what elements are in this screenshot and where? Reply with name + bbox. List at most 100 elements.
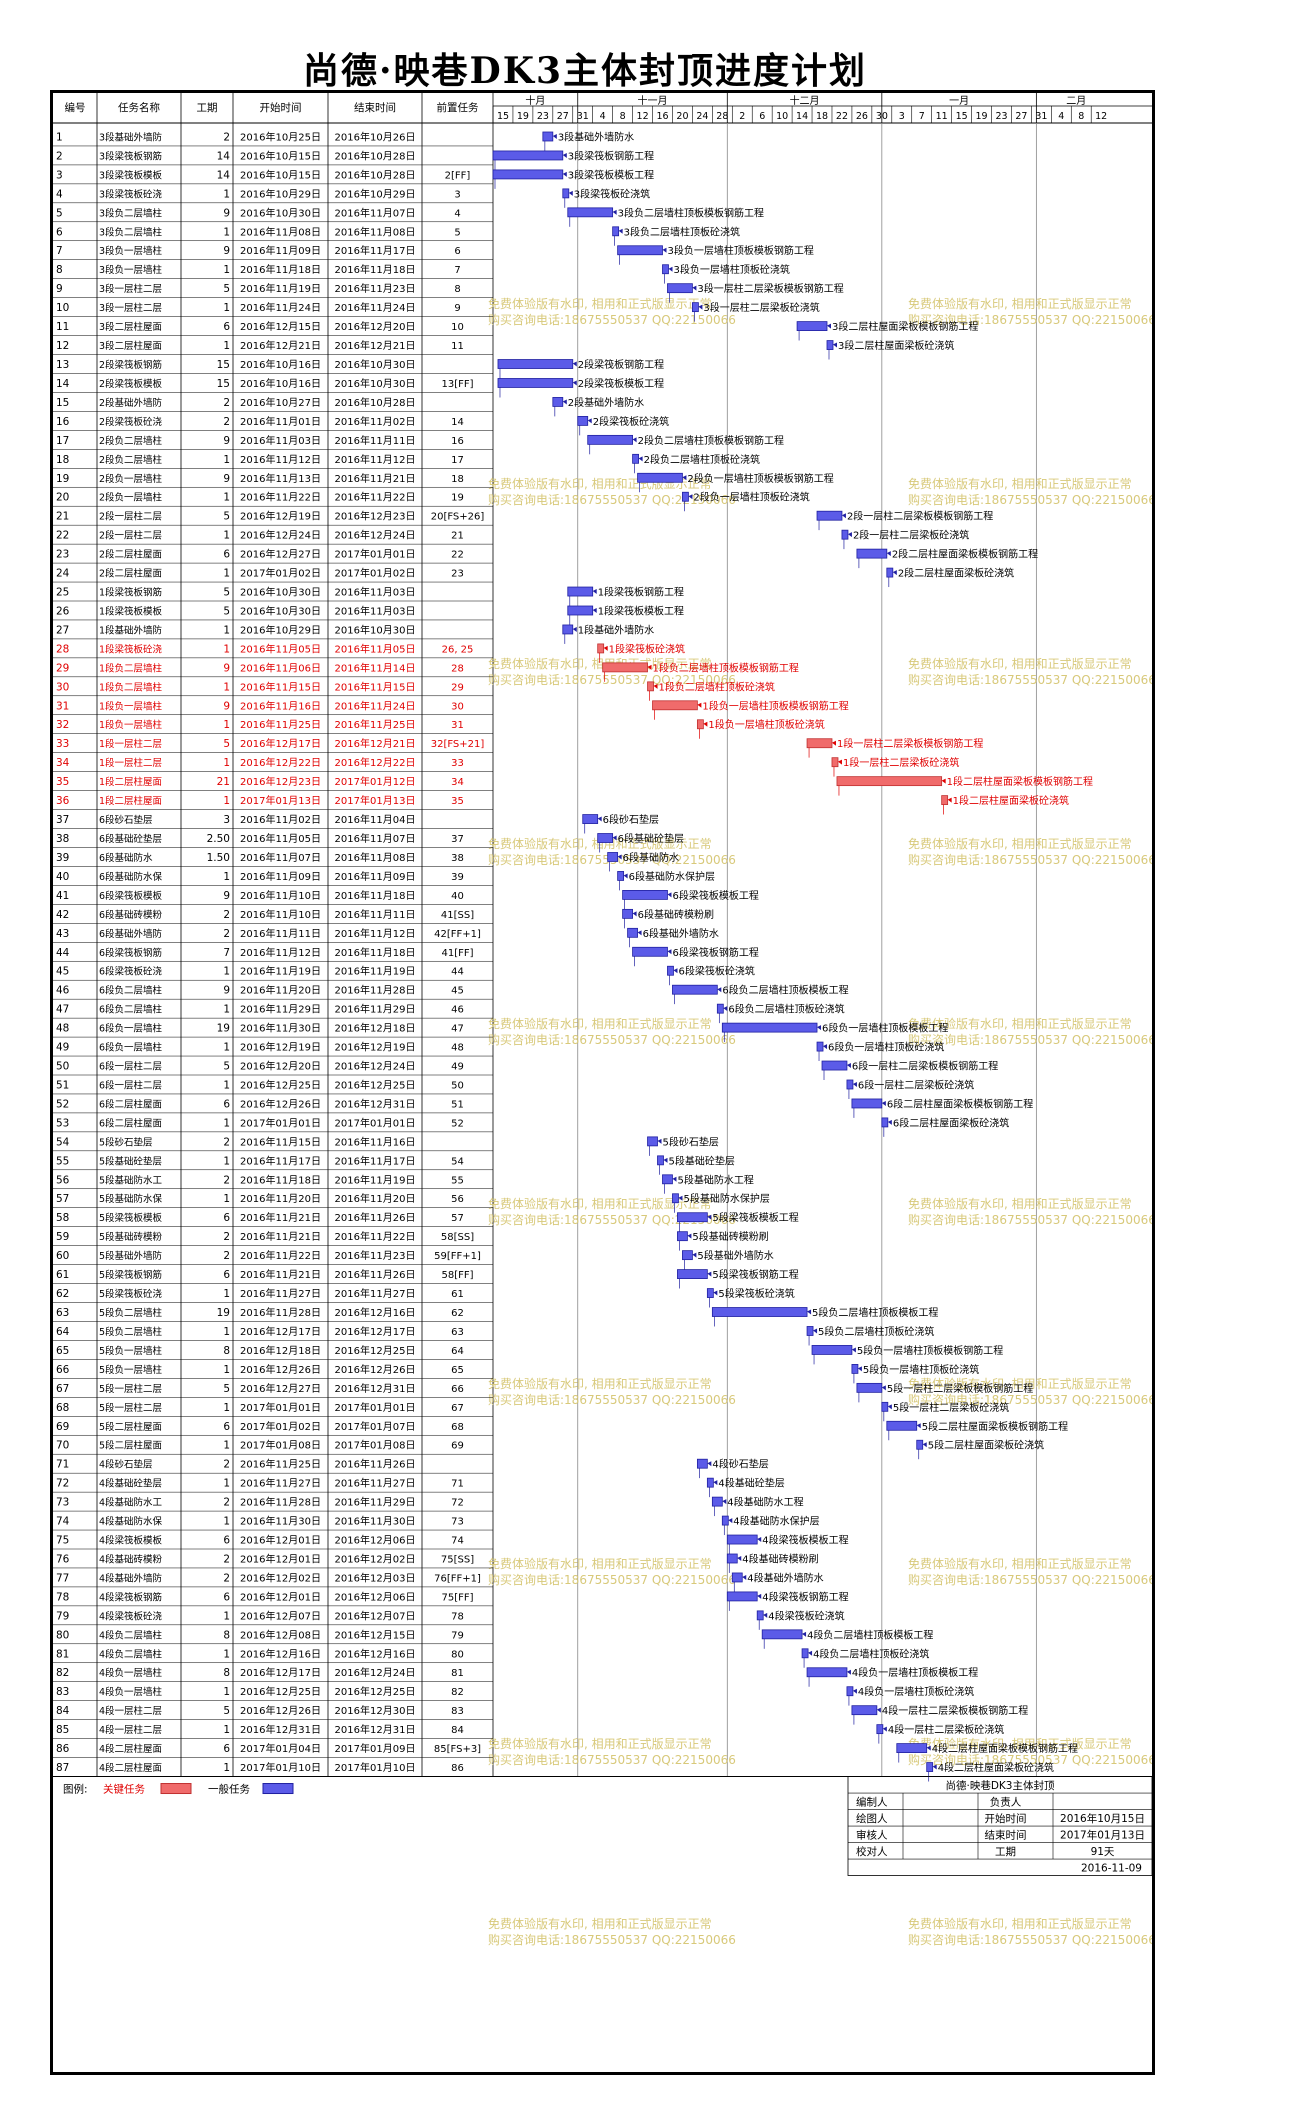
task-duration: 15 (217, 359, 230, 371)
bar-arrow (831, 740, 836, 746)
task-id: 26 (56, 605, 70, 617)
task-end: 2017年01月01日 (335, 1116, 416, 1129)
task-start: 2016年11月21日 (240, 1230, 321, 1243)
task-end: 2016年12月25日 (335, 1078, 416, 1091)
task-end: 2016年11月26日 (335, 1268, 416, 1281)
task-bar (711, 1496, 723, 1507)
task-predecessor: 19 (451, 493, 464, 504)
task-id: 17 (56, 435, 69, 447)
task-predecessor: 42[FF+1] (434, 929, 481, 940)
task-duration: 1 (223, 492, 230, 504)
bar-arrow (713, 1290, 718, 1296)
task-name: 1段基础外墙防 (99, 624, 163, 636)
task-predecessor: 51 (451, 1099, 464, 1110)
task-predecessor: 78 (451, 1611, 464, 1622)
bar-label: 5段负二层墙柱顶板砼浇筑 (818, 1325, 934, 1338)
task-duration: 1 (223, 530, 230, 542)
day-tick-label: 31 (577, 111, 589, 122)
task-end: 2016年11月19日 (335, 965, 416, 978)
task-end: 2016年11月17日 (335, 1154, 416, 1167)
task-start: 2016年11月09日 (240, 870, 321, 883)
task-start: 2016年12月26日 (240, 1097, 321, 1110)
bar-label: 2段梁筏板钢筋工程 (578, 358, 664, 371)
task-end: 2016年11月26日 (335, 1211, 416, 1224)
task-bar (627, 927, 638, 938)
task-name: 2段负一层墙柱 (99, 492, 163, 504)
task-name: 6段梁筏板模板 (99, 890, 163, 902)
task-id: 82 (56, 1667, 69, 1679)
bar-arrow (922, 1442, 927, 1448)
bar-arrow (832, 342, 837, 348)
task-duration: 1.50 (207, 852, 230, 864)
task-name: 4段负一层墙柱 (99, 1667, 163, 1679)
bar-label: 1段负二层墙柱顶板砼浇筑 (659, 680, 775, 693)
task-end: 2017年01月09日 (335, 1742, 416, 1755)
task-start: 2017年01月01日 (240, 1401, 321, 1414)
task-id: 38 (56, 833, 69, 845)
task-start: 2016年10月29日 (240, 187, 321, 200)
bar-label: 5段砂石垫层 (663, 1135, 719, 1148)
day-tick-label: 22 (836, 111, 848, 122)
task-predecessor: 76[FF+1] (434, 1573, 481, 1584)
bar-arrow (697, 702, 702, 708)
task-end: 2016年11月18日 (335, 946, 416, 959)
task-predecessor: 58[SS] (441, 1232, 474, 1243)
task-start: 2016年10月25日 (240, 130, 321, 143)
bar-label: 1段梁筏板钢筋工程 (598, 586, 684, 599)
task-duration: 2 (223, 416, 230, 428)
task-duration: 1 (223, 1762, 230, 1774)
task-id: 37 (56, 814, 69, 826)
day-tick-label: 30 (876, 111, 888, 122)
task-name: 4段梁筏板钢筋 (99, 1591, 162, 1603)
task-duration: 1 (223, 1686, 230, 1698)
task-predecessor: 20[FS+26] (431, 512, 485, 523)
task-predecessor: 64 (451, 1346, 464, 1357)
task-end: 2017年01月08日 (335, 1439, 416, 1452)
task-bar (672, 984, 718, 995)
task-name: 4段基础防水工 (99, 1497, 163, 1509)
bar-label: 5段基础外墙防水 (697, 1249, 773, 1262)
task-id: 87 (56, 1762, 69, 1774)
task-duration: 6 (223, 549, 230, 561)
task-name: 3段梁筏板模板 (99, 169, 163, 181)
task-name: 2段梁筏板模板 (99, 378, 163, 390)
bar-label: 3段一层柱二层梁板模板钢筋工程 (697, 282, 843, 295)
task-predecessor: 59[FF+1] (434, 1251, 481, 1262)
task-start: 2016年10月15日 (240, 149, 321, 162)
task-duration: 1 (223, 1193, 230, 1205)
task-name: 5段砂石垫层 (99, 1136, 153, 1148)
task-id: 4 (56, 188, 63, 200)
task-duration: 6 (223, 1535, 230, 1547)
bar-label: 5段负二层墙柱顶板模板工程 (812, 1306, 938, 1319)
task-duration: 1 (223, 264, 230, 276)
task-id: 24 (56, 568, 70, 580)
task-name: 5段基础外墙防 (99, 1250, 163, 1262)
task-end: 2016年12月21日 (335, 339, 416, 352)
task-end: 2016年12月06日 (335, 1590, 416, 1603)
task-end: 2017年01月12日 (335, 775, 416, 788)
day-tick-label: 6 (759, 111, 765, 122)
task-end: 2016年11月21日 (335, 472, 416, 485)
bar-arrow (703, 721, 708, 727)
task-bar (562, 188, 570, 199)
task-name: 1段负一层墙柱 (99, 700, 163, 712)
task-id: 84 (56, 1705, 70, 1717)
task-bar (756, 1610, 764, 1621)
task-end: 2016年10月30日 (335, 377, 416, 390)
footer-value: 2017年01月13日 (1060, 1829, 1145, 1842)
task-name: 1段一层柱二层 (99, 738, 162, 750)
watermark-line2: 购买咨询电话:18675550537 QQ:22150066 (908, 1032, 1152, 1047)
legend-normal-swatch (262, 1783, 294, 1795)
bar-label: 4段负一层墙柱顶板模板工程 (852, 1666, 978, 1679)
task-name: 4段一层柱二层 (99, 1705, 162, 1717)
task-name: 4段基础砼垫层 (99, 1478, 162, 1490)
task-name: 6段基础防水保 (99, 871, 163, 883)
bar-label: 4段负一层墙柱顶板砼浇筑 (858, 1685, 974, 1698)
bar-arrow (916, 1423, 921, 1429)
task-predecessor: 66 (451, 1384, 464, 1395)
task-predecessor: 39 (451, 872, 464, 883)
task-end: 2016年11月29日 (335, 1496, 416, 1509)
watermark-line2: 购买咨询电话:18675550537 QQ:22150066 (488, 1392, 736, 1407)
task-end: 2016年11月22日 (335, 1230, 416, 1243)
bar-arrow (617, 854, 622, 860)
